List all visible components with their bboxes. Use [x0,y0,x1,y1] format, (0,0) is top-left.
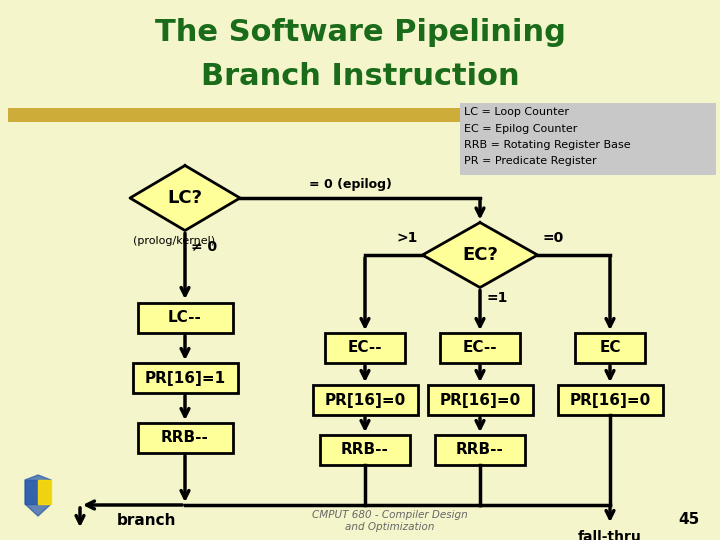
Bar [557,385,662,415]
Text: >1: >1 [396,231,418,245]
Text: PR[16]=0: PR[16]=0 [570,393,651,408]
Text: LC = Loop Counter: LC = Loop Counter [464,107,569,117]
Bar [132,363,238,393]
Text: RRB = Rotating Register Base: RRB = Rotating Register Base [464,140,631,150]
Polygon shape [25,480,38,504]
Text: LC?: LC? [168,189,202,207]
Bar [8,108,538,122]
Text: PR = Predicate Register: PR = Predicate Register [464,157,597,166]
Text: EC = Epilog Counter: EC = Epilog Counter [464,124,577,133]
Polygon shape [38,480,51,504]
Text: LC--: LC-- [168,310,202,326]
Text: PR[16]=0: PR[16]=0 [439,393,521,408]
Text: CMPUT 680 - Compiler Design
and Optimization: CMPUT 680 - Compiler Design and Optimiza… [312,510,468,531]
Bar [320,435,410,465]
Text: =1: =1 [486,291,508,305]
Text: fall-thru: fall-thru [578,530,642,540]
Polygon shape [25,475,51,516]
Bar [325,333,405,363]
Text: (prolog/kernel): (prolog/kernel) [133,235,215,246]
Text: ≠ 0: ≠ 0 [191,240,217,253]
Text: EC--: EC-- [348,341,382,355]
Bar [435,435,525,465]
Text: EC: EC [599,341,621,355]
Bar [138,423,233,453]
Polygon shape [130,165,240,231]
Text: RRB--: RRB-- [161,430,209,445]
Text: branch: branch [117,513,176,528]
Bar [312,385,418,415]
Text: RRB--: RRB-- [456,442,504,457]
Text: Branch Instruction: Branch Instruction [201,62,519,91]
Polygon shape [423,222,538,287]
Circle shape [10,468,66,524]
Text: 45: 45 [679,512,700,528]
Text: = 0 (epilog): = 0 (epilog) [309,178,392,191]
Text: PR[16]=1: PR[16]=1 [145,370,225,386]
Text: RRB--: RRB-- [341,442,389,457]
Text: EC?: EC? [462,246,498,264]
Text: PR[16]=0: PR[16]=0 [325,393,405,408]
Bar [428,385,533,415]
Bar [138,303,233,333]
Text: The Software Pipelining: The Software Pipelining [155,18,565,47]
Text: EC--: EC-- [463,341,498,355]
Bar [460,103,716,175]
Text: =0: =0 [542,231,564,245]
Bar [440,333,520,363]
Bar [575,333,645,363]
